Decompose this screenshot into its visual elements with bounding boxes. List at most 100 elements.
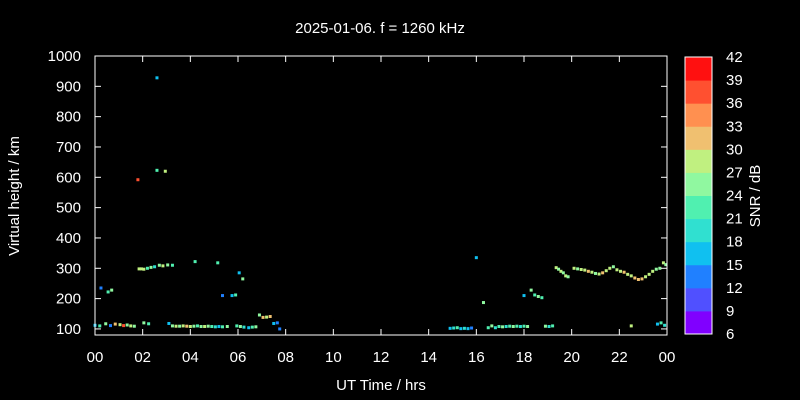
data-point [221,325,225,329]
data-point [181,324,185,328]
colorbar-segment [685,241,712,266]
plot-frame [94,55,668,336]
data-point [557,267,561,271]
data-point [234,293,238,297]
data-point [490,324,494,328]
colorbar-tick-label: 39 [726,72,743,89]
data-point [241,277,245,281]
data-point [106,290,110,294]
data-point [99,286,103,290]
data-point [455,326,459,330]
data-point [163,169,167,173]
data-point [619,269,623,273]
data-point [644,275,648,279]
data-point [110,288,114,292]
data-point [462,326,466,330]
colorbar-segment [685,172,712,196]
colorbar-segment [685,264,712,289]
data-point [459,327,463,331]
colorbar-segment [685,80,712,104]
x-tick-label: 12 [373,349,390,366]
data-point [559,269,563,273]
data-point [185,324,189,328]
colorbar: 6 9 12 15 18 21 24 27 30 33 36 39 42 [684,49,743,343]
data-point [113,322,117,326]
data-point [98,324,102,328]
data-point [474,256,478,260]
data-point [147,322,151,326]
data-point [247,326,251,330]
y-tick-label: 500 [56,200,81,217]
data-point [540,296,544,300]
data-point [526,325,530,329]
data-point [275,321,279,325]
data-point [139,267,143,271]
data-point [661,261,665,265]
colorbar-tick-label: 6 [726,326,734,343]
data-point [522,294,526,298]
data-point [166,263,170,267]
data-point [654,267,658,271]
data-point [547,325,551,329]
data-point [522,324,526,328]
chart-title: 2025-01-06. f = 1260 kHz [295,20,465,37]
x-tick-label: 10 [325,349,342,366]
data-point [170,263,174,267]
data-point [572,266,576,270]
data-point [142,267,146,271]
data-point [486,326,490,330]
data-point [265,315,269,319]
y-tick-label: 100 [56,321,81,338]
y-tick-label: 900 [56,78,81,95]
x-tick-label: 00 [659,349,676,366]
colorbar-label: SNR / dB [747,165,764,228]
x-tick-label: 02 [134,349,151,366]
data-point [452,326,456,330]
data-point [583,268,587,272]
data-point [554,266,558,270]
data-point [629,274,633,278]
data-point [576,267,580,271]
data-point [651,269,655,273]
colorbar-tick-label: 24 [726,188,743,205]
data-point [142,321,146,325]
data-point [118,323,122,327]
colorbar-tick-label: 33 [726,118,743,135]
colorbar-tick-label: 36 [726,95,743,112]
colorbar-segment [685,103,712,127]
data-point [225,325,229,329]
data-point [237,271,241,275]
data-point [132,324,136,328]
data-point [622,270,626,274]
data-point [221,294,225,298]
data-point [564,274,568,278]
colorbar-segment [685,57,712,81]
data-point [497,325,501,329]
data-point [210,325,214,329]
data-point [659,321,663,325]
data-point [586,269,590,273]
data-point [640,277,644,281]
data-point [511,325,515,329]
data-point [129,324,133,328]
data-point [206,324,210,328]
data-point [533,293,537,297]
data-point [597,272,601,276]
data-point [278,327,282,331]
data-point [250,325,254,329]
data-point [230,294,234,298]
data-point [268,315,272,319]
colorbar-segment [685,195,712,220]
data-point [161,264,165,268]
colorbar-tick-label: 18 [726,234,743,251]
data-point [108,324,112,328]
data-point [213,325,217,329]
data-point [579,267,583,271]
colorbar-segment [685,149,712,173]
data-point [590,270,594,274]
data-point [257,313,261,317]
data-point [566,275,570,279]
data-point [493,326,497,330]
